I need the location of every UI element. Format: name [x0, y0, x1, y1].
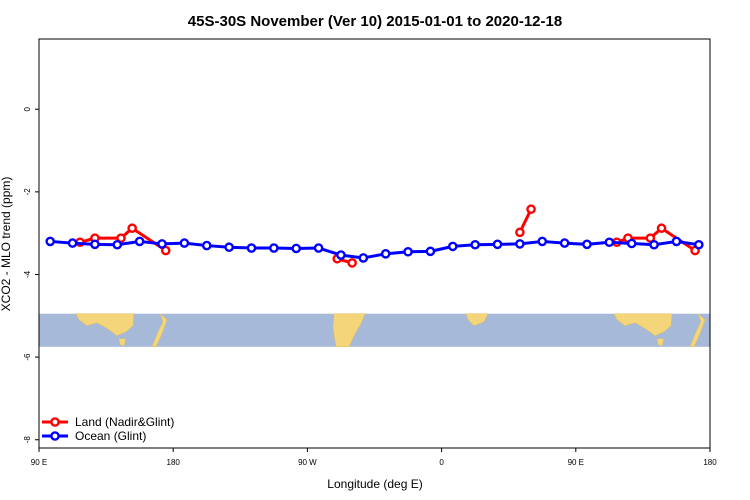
legend: Land (Nadir&Glint)Ocean (Glint): [42, 415, 174, 443]
series-1-point-0-15: [380, 249, 391, 259]
series-1-point-0-21: [515, 239, 525, 249]
legend-label-1: Ocean (Glint): [75, 429, 146, 443]
x-tick-label-0: 90 E: [31, 458, 47, 467]
series-1-point-0-16: [403, 246, 413, 257]
series-0-point-2-1: [526, 204, 536, 215]
y-tick-label-1: -2: [23, 188, 32, 196]
map-land-2: [151, 313, 168, 348]
series-1-point-0-20: [492, 239, 503, 250]
series-1-point-0-17: [425, 246, 436, 257]
chart-title: 45S-30S November (Ver 10) 2015-01-01 to …: [188, 13, 562, 30]
series-1-point-0-13: [336, 250, 346, 260]
y-tick-label-4: -8: [23, 436, 32, 444]
x-tick-label-2: 90 W: [298, 458, 317, 467]
map-land-5: [613, 313, 673, 337]
plot-frame: [38, 38, 711, 449]
y-tick-label-2: -4: [23, 270, 32, 278]
x-tick-label-5: 180: [703, 458, 717, 467]
series-1-line-0: [50, 239, 700, 260]
series-1-point-0-26: [626, 238, 637, 249]
series-1-point-0-3: [112, 239, 123, 250]
map-land-7: [689, 313, 706, 348]
series-1-point-0-14: [358, 253, 369, 263]
series-1-point-0-18: [447, 241, 458, 252]
y-tick-label-3: -6: [23, 353, 32, 361]
series-1-point-0-10: [269, 243, 279, 253]
map-land-6: [656, 338, 665, 347]
series-1-point-0-24: [582, 239, 592, 250]
series-layer: [45, 204, 704, 268]
x-tick-label-1: 180: [167, 458, 181, 467]
series-1-point-0-25: [604, 237, 615, 248]
series-1-point-0-12: [313, 243, 324, 253]
series-1: [45, 236, 704, 263]
map-land-1: [118, 338, 127, 347]
x-tick-label-3: 0: [439, 458, 444, 467]
series-0-point-0-3: [127, 223, 137, 234]
series-1-point-0-9: [246, 243, 257, 253]
legend-marker-1: [50, 431, 60, 441]
series-1-point-0-11: [291, 243, 302, 254]
x-axis-label: Longitude (deg E): [327, 477, 422, 491]
series-1-point-0-4: [134, 236, 145, 247]
series-1-point-0-27: [649, 239, 659, 250]
series-1-point-0-6: [179, 238, 190, 248]
map-ocean: [39, 313, 710, 347]
series-1-point-0-0: [45, 236, 55, 247]
series-1-point-0-23: [559, 238, 570, 248]
series-1-point-0-29: [694, 239, 704, 250]
map-land-3: [332, 313, 366, 348]
series-1-point-0-2: [90, 239, 100, 250]
series-1-point-0-7: [201, 240, 212, 251]
series-1-point-0-22: [537, 236, 548, 247]
series-0-point-2-0: [515, 227, 525, 238]
series-0-point-1-1: [347, 258, 357, 268]
legend-marker-0: [50, 417, 60, 427]
y-tick-label-0: 0: [23, 106, 32, 111]
map-land-0: [75, 313, 135, 337]
series-0-point-3-3: [656, 223, 667, 234]
axes: 90 E 180 90 W 0 90 E 180 0 -2 -4 -6 -8: [23, 106, 717, 467]
series-1-point-0-19: [470, 239, 480, 250]
map-land-4: [465, 313, 489, 327]
x-tick-label-4: 90 E: [568, 458, 584, 467]
series-1-point-0-28: [671, 236, 682, 247]
map-band: [39, 313, 710, 348]
series-1-point-0-1: [67, 238, 78, 248]
series-1-point-0-5: [157, 239, 167, 249]
series-1-point-0-8: [224, 242, 234, 253]
series-0: [75, 204, 700, 268]
y-axis-label: XCO2 - MLO trend (ppm): [0, 177, 13, 312]
legend-label-0: Land (Nadir&Glint): [75, 415, 174, 429]
